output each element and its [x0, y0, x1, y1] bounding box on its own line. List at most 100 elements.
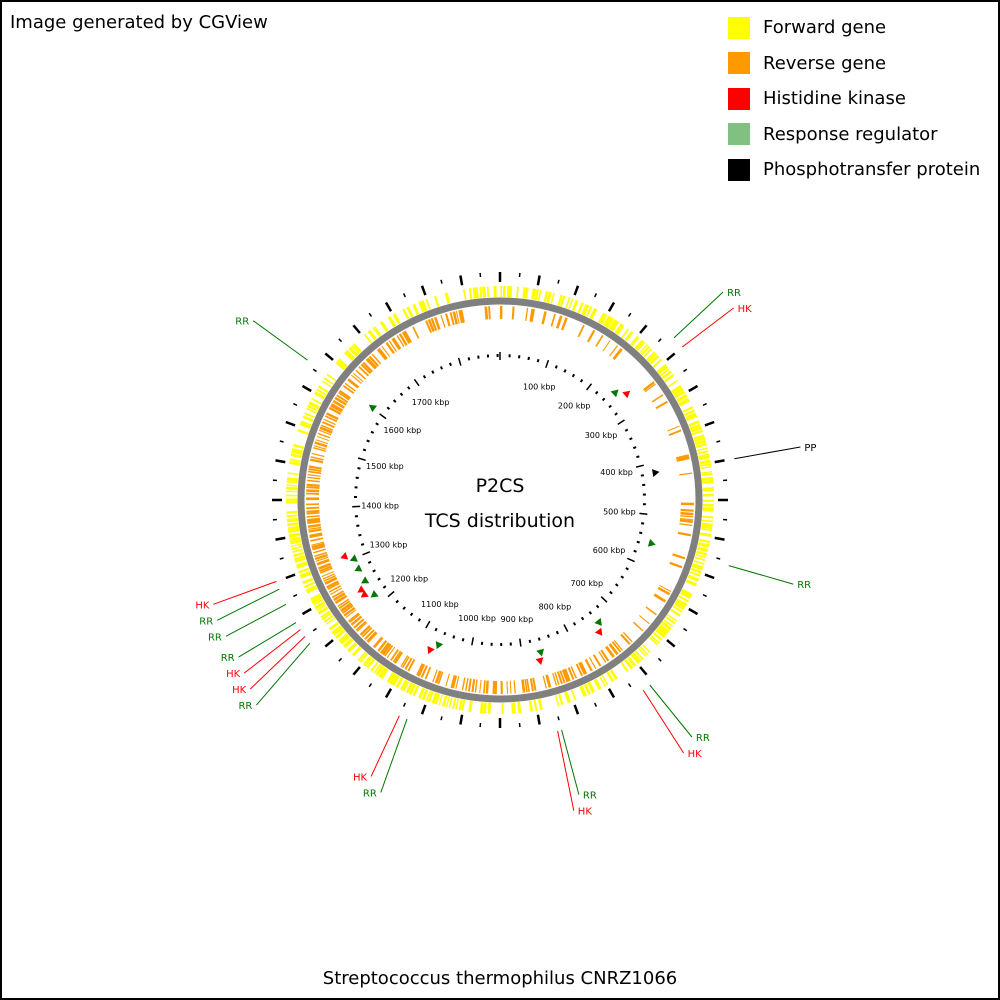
reverse-gene-mark — [341, 604, 354, 614]
reverse-gene-mark — [592, 654, 602, 667]
ruler-minor-tick — [375, 422, 379, 426]
outer-minor-tick — [440, 279, 443, 284]
outer-major-tick — [607, 688, 616, 699]
forward-gene-mark — [286, 517, 298, 521]
reverse-gene-mark — [307, 473, 321, 477]
legend-item-histidine-kinase: Histidine kinase — [728, 81, 980, 117]
reverse-gene-mark — [677, 531, 692, 537]
forward-gene-mark — [468, 700, 473, 713]
forward-gene-mark — [620, 662, 629, 673]
reverse-gene-mark — [679, 472, 693, 476]
forward-gene-mark — [657, 626, 668, 636]
outer-major-tick — [285, 420, 296, 427]
forward-gene-mark — [344, 351, 355, 361]
reverse-gene-mark — [433, 316, 441, 330]
legend-label: Forward gene — [763, 17, 887, 39]
forward-gene-swatch — [728, 16, 750, 39]
forward-gene-mark — [391, 674, 400, 686]
reverse-gene-mark — [401, 656, 410, 669]
reverse-gene-mark — [420, 665, 428, 678]
hk-marker — [427, 646, 435, 655]
reverse-gene-mark — [384, 645, 394, 657]
reverse-gene-mark — [325, 412, 339, 421]
forward-gene-mark — [412, 303, 420, 315]
forward-gene-mark — [292, 548, 304, 553]
forward-gene-mark — [546, 291, 552, 304]
forward-gene-mark — [639, 344, 648, 354]
reverse-gene-mark — [351, 374, 362, 384]
ruler-label: 200 kbp — [558, 402, 591, 411]
forward-gene-mark — [534, 289, 539, 301]
forward-gene-mark — [522, 287, 526, 299]
reverse-gene-mark — [440, 315, 446, 328]
reverse-gene-mark — [315, 556, 329, 562]
reverse-gene-mark — [367, 632, 378, 643]
forward-gene-mark — [513, 702, 517, 714]
outer-minor-tick — [368, 683, 373, 688]
reverse-gene-mark — [323, 575, 336, 582]
forward-gene-mark — [418, 301, 426, 313]
reverse-gene-mark — [567, 667, 575, 680]
forward-gene-mark — [698, 541, 710, 547]
reverse-gene-mark — [376, 348, 387, 361]
forward-gene-mark — [387, 316, 397, 328]
reverse-gene-mark — [388, 340, 398, 352]
reverse-gene-mark — [452, 311, 459, 325]
reverse-gene-mark — [330, 404, 343, 413]
reverse-gene-mark — [667, 425, 680, 432]
forward-gene-mark — [286, 484, 298, 487]
reverse-gene-mark — [314, 441, 328, 448]
reverse-gene-mark — [362, 361, 374, 373]
forward-gene-mark — [338, 632, 349, 643]
reverse-gene-mark — [366, 631, 377, 643]
forward-gene-mark — [558, 693, 564, 706]
outer-major-tick — [275, 459, 286, 464]
forward-gene-mark — [392, 313, 401, 325]
ruler-label: 1000 kbp — [458, 614, 496, 623]
ruler-minor-tick — [608, 404, 612, 409]
outer-minor-tick — [312, 368, 317, 373]
reverse-gene-mark — [604, 645, 615, 658]
reverse-gene-mark — [342, 384, 355, 394]
outer-minor-tick — [293, 402, 298, 406]
reverse-gene-mark — [350, 615, 363, 626]
forward-gene-mark — [649, 354, 660, 365]
ruler-minor-tick — [595, 604, 600, 609]
reverse-gene-mark — [306, 479, 320, 483]
forward-gene-mark — [458, 699, 463, 711]
forward-gene-mark — [297, 429, 309, 435]
ruler-minor-tick — [358, 533, 362, 537]
ruler-major-tick — [387, 590, 395, 598]
forward-gene-mark — [316, 604, 327, 612]
forward-gene-mark — [462, 288, 467, 301]
reverse-gene-mark — [338, 389, 351, 400]
reverse-gene-mark — [526, 678, 530, 692]
reverse-gene-mark — [680, 517, 694, 521]
forward-gene-mark — [325, 617, 336, 625]
outer-minor-tick — [657, 338, 662, 343]
reverse-gene-mark — [330, 587, 343, 596]
forward-gene-mark — [550, 292, 555, 304]
reverse-gene-mark — [545, 674, 552, 688]
forward-gene-mark — [370, 661, 379, 672]
reverse-gene-mark — [345, 609, 357, 619]
reverse-gene-mark — [392, 650, 401, 663]
reverse-gene-mark — [488, 306, 491, 320]
forward-gene-mark — [701, 519, 713, 523]
forward-gene-mark — [678, 595, 689, 603]
forward-gene-mark — [421, 688, 429, 701]
forward-gene-mark — [700, 465, 712, 470]
center-subtitle: TCS distribution — [424, 510, 575, 532]
outer-minor-tick — [657, 657, 662, 662]
forward-gene-mark — [362, 655, 372, 666]
forward-gene-mark — [692, 562, 704, 569]
ruler-minor-tick — [382, 585, 387, 589]
forward-gene-mark — [554, 695, 560, 706]
ruler-minor-tick — [614, 583, 619, 587]
forward-gene-mark — [359, 653, 369, 663]
reverse-gene-mark — [328, 406, 342, 416]
forward-gene-mark — [577, 302, 584, 314]
ruler-minor-tick — [392, 399, 397, 403]
forward-gene-mark — [461, 699, 466, 711]
reverse-gene-mark — [313, 548, 326, 554]
